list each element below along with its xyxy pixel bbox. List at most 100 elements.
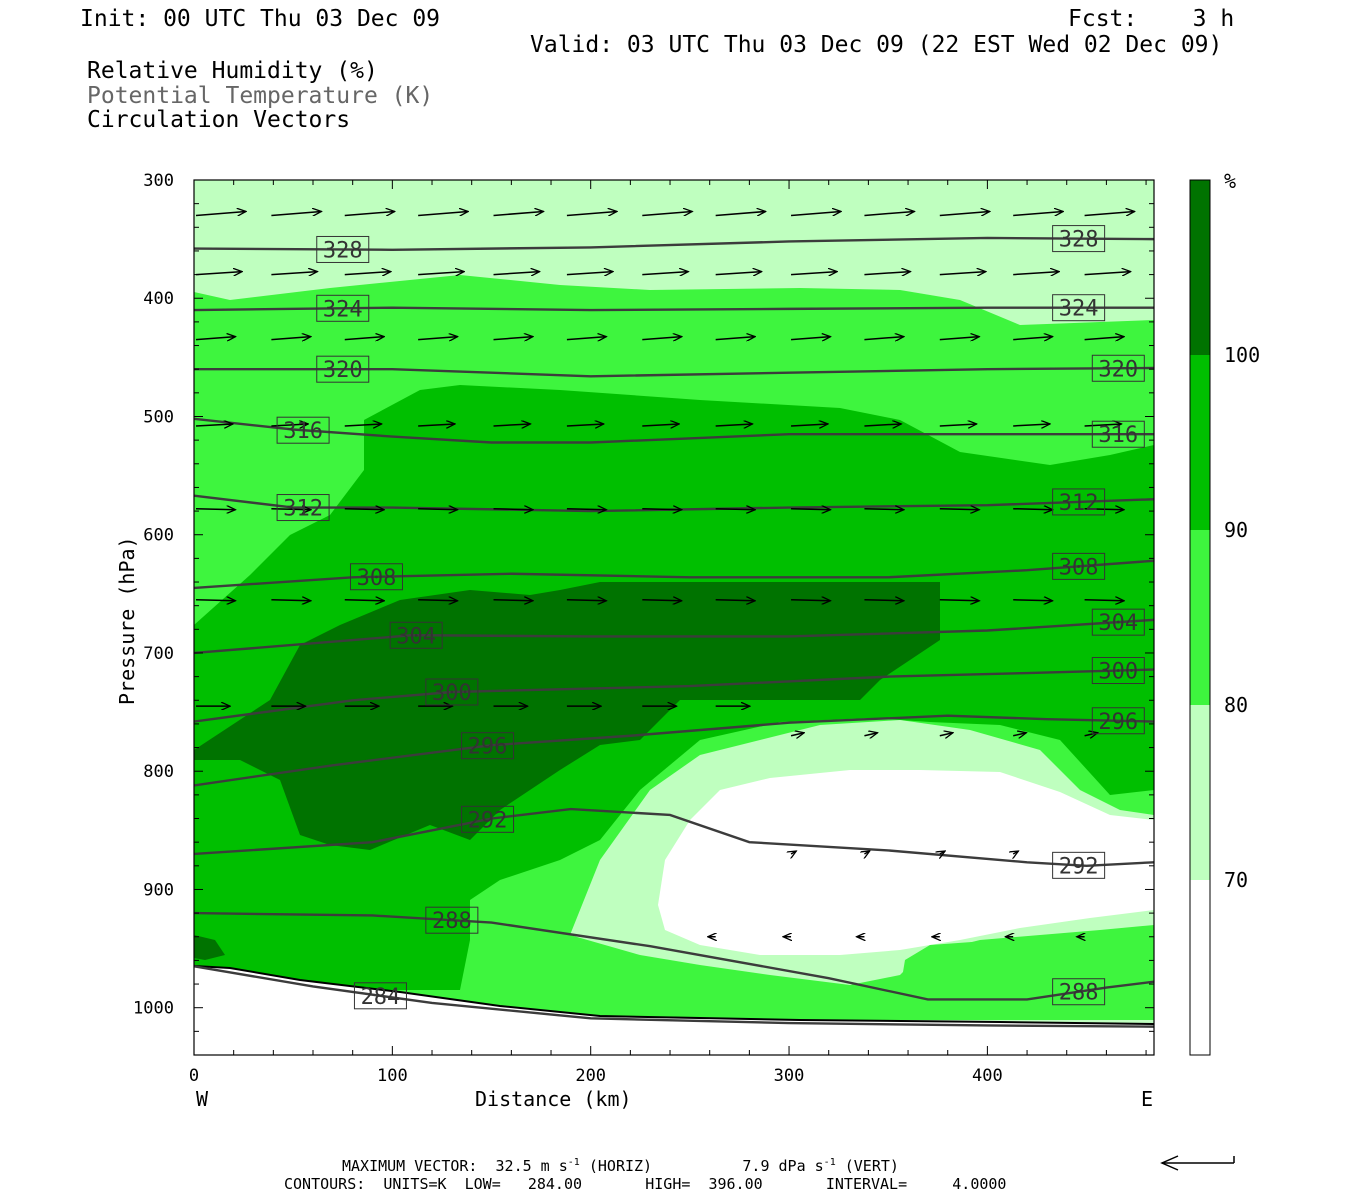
y-tick-label: 900 — [143, 880, 174, 900]
vector-arrow — [493, 509, 533, 510]
theta-label-284: 284 — [353, 982, 407, 1010]
vector-arrow — [790, 211, 841, 217]
vector-arrow — [939, 272, 986, 275]
svg-text:312: 312 — [283, 497, 323, 522]
colorbar: % 100 90 80 70 — [1189, 169, 1260, 1056]
svg-text:300: 300 — [1098, 660, 1138, 685]
vector-arrow — [493, 272, 540, 275]
vector-arrow — [642, 337, 681, 340]
vector-arrow — [864, 733, 877, 736]
theta-label-296: 296 — [461, 732, 515, 760]
legend-vectors: Circulation Vectors — [87, 107, 351, 133]
vector-arrow — [791, 600, 830, 601]
vector-arrow — [566, 509, 606, 510]
vector-arrow — [344, 211, 395, 217]
colorbar-swatch-90-100 — [1190, 355, 1210, 530]
vector-arrow — [642, 424, 679, 426]
vector-arrow — [864, 272, 910, 275]
vector-arrow — [715, 600, 755, 601]
vector-arrow — [1013, 851, 1018, 854]
svg-text:316: 316 — [1098, 423, 1138, 448]
theta-contour-312 — [194, 494, 1154, 513]
theta-contour-284 — [194, 965, 1154, 1028]
theta-contour-328 — [194, 236, 1154, 251]
vector-arrow — [566, 211, 617, 217]
x-tick-label: 300 — [774, 1066, 805, 1086]
colorbar-label-70: 70 — [1224, 868, 1248, 892]
theta-contour-288 — [194, 911, 1154, 1001]
vector-arrow — [566, 600, 606, 601]
theta-label-320: 320 — [1091, 354, 1145, 382]
vector-arrow — [791, 509, 830, 510]
svg-text:320: 320 — [1098, 357, 1138, 382]
svg-text:316: 316 — [283, 419, 323, 444]
legend-rh: Relative Humidity (%) — [87, 58, 378, 84]
colorbar-label-80: 80 — [1224, 693, 1248, 717]
vector-arrow — [864, 337, 903, 340]
svg-text:328: 328 — [1059, 228, 1099, 253]
vector-arrow — [344, 337, 384, 340]
theta-label-312: 312 — [276, 494, 330, 522]
vector-arrow — [344, 272, 391, 275]
vector-arrow — [418, 211, 468, 217]
vector-arrow — [344, 600, 384, 601]
vector-arrow — [939, 211, 990, 217]
ground-line — [194, 965, 1154, 1025]
axis-ticks: 0 100 200 300 400 300 400 500 600 700 800 900 1000 — [133, 171, 1154, 1086]
vector-arrow — [939, 337, 979, 340]
x-tick-label: 0 — [189, 1066, 199, 1086]
colorbar-frame — [1189, 179, 1211, 1056]
vector-arrow — [418, 600, 457, 601]
vector-arrow — [418, 509, 457, 510]
theta-contour-304 — [194, 618, 1154, 655]
vector-arrow — [1084, 424, 1122, 426]
theta-contours — [194, 236, 1154, 1028]
theta-label-304: 304 — [1091, 608, 1145, 636]
vector-arrow — [791, 851, 796, 854]
vector-arrow — [642, 211, 692, 217]
vector-arrow — [864, 600, 903, 601]
y-tick-label: 800 — [143, 762, 174, 782]
x-east-label: E — [1141, 1087, 1153, 1111]
svg-text:296: 296 — [468, 735, 508, 760]
contour-info: CONTOURS: UNITS=K LOW= 284.00 HIGH= 396.… — [284, 1175, 1007, 1193]
svg-text:292: 292 — [468, 808, 508, 833]
vector-arrow — [864, 424, 901, 426]
theta-contour-292 — [194, 807, 1154, 868]
theta-contour-308 — [194, 559, 1154, 590]
theta-label-320: 320 — [316, 355, 370, 383]
vector-arrow — [344, 509, 384, 510]
rh-surface-saturated — [194, 935, 225, 960]
x-axis-label: Distance (km) — [475, 1087, 632, 1111]
colorbar-swatch-100plus — [1190, 180, 1210, 355]
y-tick-label: 700 — [143, 644, 174, 664]
forecast-hour: Fcst: 3 h — [1068, 6, 1235, 32]
vector-arrow — [493, 424, 531, 426]
colorbar-swatch-below-70 — [1190, 880, 1210, 1055]
theta-label-288: 288 — [1052, 978, 1106, 1006]
vector-arrow — [790, 272, 837, 275]
svg-text:328: 328 — [323, 238, 363, 263]
theta-contour-316 — [194, 417, 1154, 444]
theta-label-292: 292 — [461, 805, 515, 833]
vector-arrow — [790, 337, 830, 340]
vector-arrow — [642, 600, 681, 601]
y-tick-label: 600 — [143, 526, 174, 546]
y-tick-label: 500 — [143, 407, 174, 427]
svg-text:304: 304 — [1098, 611, 1138, 636]
svg-text:308: 308 — [357, 566, 397, 591]
plot-frame — [193, 179, 1155, 1056]
vector-arrow — [939, 509, 979, 510]
theta-label-288: 288 — [425, 906, 479, 934]
colorbar-swatch-80-90 — [1190, 530, 1210, 705]
rh-lower-80-90-patch — [900, 936, 1154, 990]
vector-arrow — [642, 509, 681, 510]
vector-arrow — [790, 733, 804, 736]
vector-arrow — [715, 424, 753, 426]
vector-arrow — [195, 600, 235, 601]
vector-arrow — [271, 211, 321, 217]
reference-vector-icon — [1160, 1155, 1235, 1171]
vector-arrow — [418, 424, 455, 426]
vector-arrow — [1084, 337, 1124, 340]
